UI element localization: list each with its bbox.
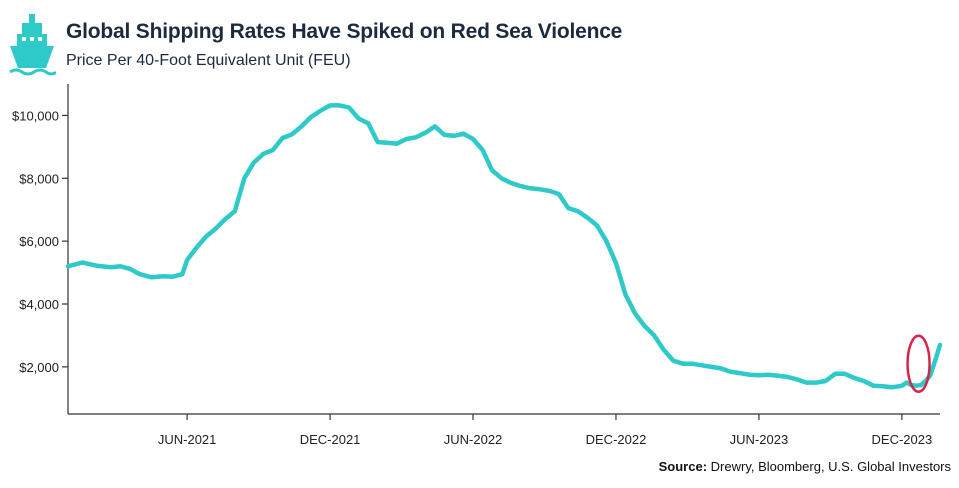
series-line-price-per-feu [65,103,943,390]
x-tick-label: DEC-2021 [300,432,361,447]
chart-header: Global Shipping Rates Have Spiked on Red… [0,0,959,86]
x-tick-label: DEC-2022 [586,432,647,447]
chart-subtitle: Price Per 40-Foot Equivalent Unit (FEU) [66,52,351,69]
y-tick-label: $8,000 [19,171,59,186]
x-tick-label: DEC-2023 [872,432,933,447]
source-label: Source: [658,459,708,474]
source-note: Source: Drewry, Bloomberg, U.S. Global I… [659,459,951,474]
x-tick-label: JUN-2021 [158,432,217,447]
chart-title: Global Shipping Rates Have Spiked on Red… [66,20,623,43]
y-tick-label: $4,000 [19,297,59,312]
ship-icon [9,14,56,76]
x-tick-label: JUN-2022 [444,432,503,447]
source-text: Drewry, Bloomberg, U.S. Global Investors [710,459,951,474]
y-tick-label: $10,000 [12,108,59,123]
y-tick-label: $6,000 [19,234,59,249]
y-tick-label: $2,000 [19,360,59,375]
highlight-ellipse [906,334,931,393]
x-tick-label: JUN-2023 [730,432,789,447]
